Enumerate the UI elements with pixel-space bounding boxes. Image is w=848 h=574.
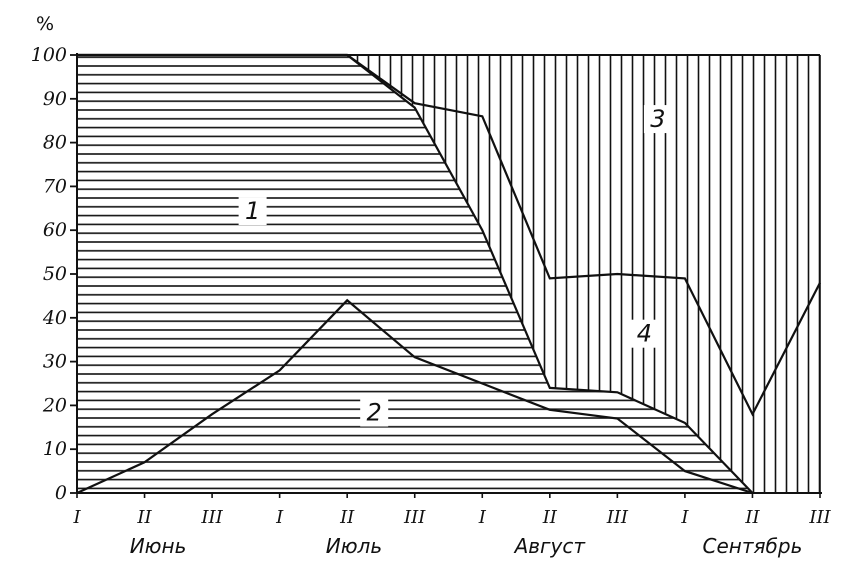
x-tick-label-0: I: [72, 507, 81, 528]
month-label-3: Сентябрь: [703, 534, 803, 558]
x-tick-label-4: II: [339, 507, 355, 528]
y-tick-label-60: 60: [43, 219, 67, 241]
y-tick-label-30: 30: [43, 351, 67, 373]
x-tick-label-5: III: [403, 507, 426, 528]
x-tick-label-11: III: [808, 507, 831, 528]
boundary-line-1-2: [76, 298, 753, 495]
region-label-4: 4: [637, 320, 652, 348]
y-tick-label-0: 0: [55, 482, 67, 504]
region-label-3: 3: [650, 105, 665, 133]
area-regions: [77, 55, 820, 493]
x-tick-label-7: II: [542, 507, 558, 528]
region-label-bg-1: [238, 197, 267, 226]
y-axis-unit-label: %: [36, 13, 54, 35]
y-tick-label-40: 40: [42, 307, 67, 329]
region-label-bg-4: [630, 319, 659, 348]
y-tick-label-10: 10: [43, 438, 67, 460]
x-tick-label-1: II: [136, 507, 152, 528]
boundary-line-4-1: [77, 53, 754, 494]
y-tick-label-70: 70: [43, 175, 67, 197]
y-tick-label-20: 20: [42, 394, 67, 416]
month-label-1: Июль: [326, 534, 382, 558]
region-3-area: [77, 55, 820, 415]
x-tick-label-2: III: [200, 507, 223, 528]
x-tick-label-9: I: [680, 507, 689, 528]
x-tick-label-6: I: [478, 507, 487, 528]
x-tick-label-10: II: [744, 507, 760, 528]
boundary-curves: [76, 53, 821, 495]
y-tick-label-100: 100: [31, 44, 67, 66]
y-tick-label-50: 50: [43, 263, 67, 285]
month-label-0: Июнь: [130, 534, 187, 558]
x-tick-label-3: I: [275, 507, 284, 528]
y-tick-label-90: 90: [43, 88, 67, 110]
region-4-area: [77, 55, 820, 493]
x-tick-label-8: III: [606, 507, 629, 528]
region-1-2-area: [77, 55, 753, 493]
region-label-bg-3: [643, 105, 672, 134]
axes: [70, 53, 822, 498]
region-label-2: 2: [367, 399, 382, 427]
y-tick-label-80: 80: [43, 132, 67, 154]
region-label-bg-2: [360, 398, 389, 427]
month-label-2: Август: [513, 534, 587, 558]
region-label-1: 1: [245, 197, 260, 225]
